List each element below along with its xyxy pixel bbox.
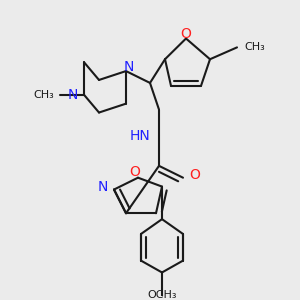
Text: N: N: [124, 60, 134, 74]
Text: O: O: [189, 168, 200, 182]
Text: CH₃: CH₃: [33, 90, 54, 100]
Text: O: O: [181, 27, 191, 41]
Text: O: O: [130, 165, 140, 179]
Text: OCH₃: OCH₃: [147, 290, 177, 300]
Text: N: N: [68, 88, 78, 102]
Text: N: N: [98, 180, 108, 194]
Text: CH₃: CH₃: [244, 42, 265, 52]
Text: HN: HN: [129, 129, 150, 143]
